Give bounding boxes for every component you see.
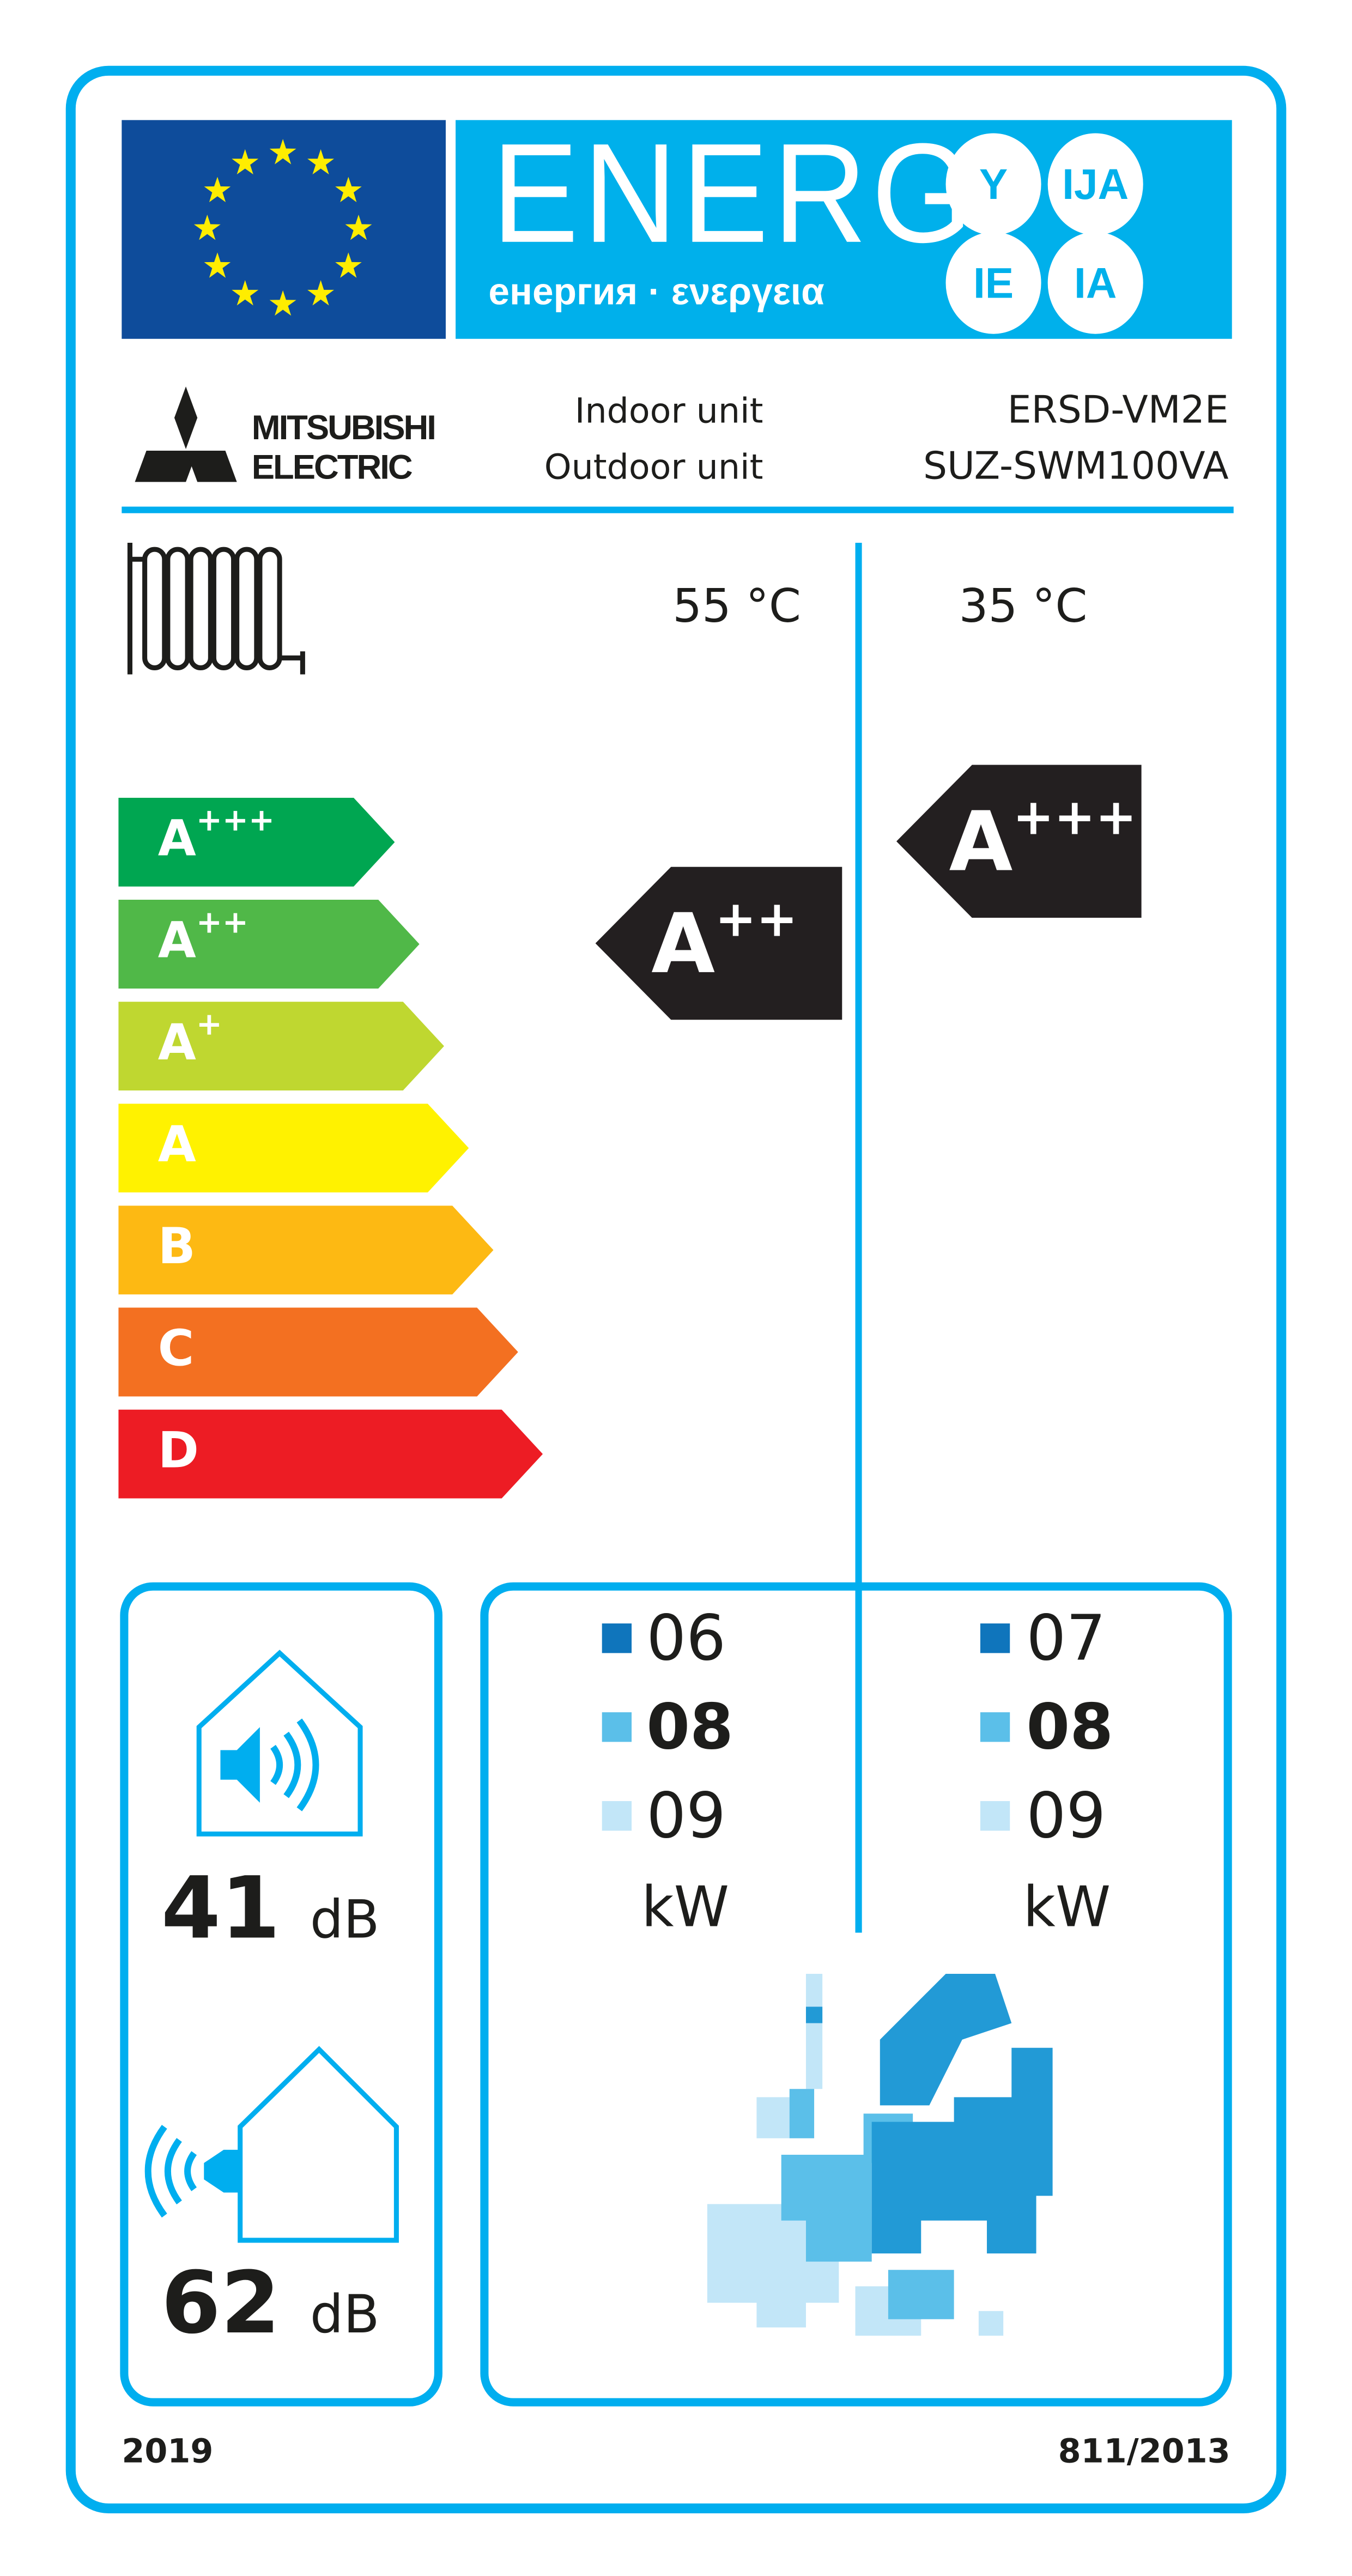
class-plus: +++ — [196, 802, 275, 839]
label-border — [65, 65, 1287, 2513]
zone-average-left-square — [602, 1712, 632, 1742]
suffix-ija: IJA — [1047, 133, 1143, 235]
output-unit-right: kW — [1023, 1875, 1111, 1941]
efficiency-class-3: A — [118, 1104, 469, 1193]
class-letter: A — [157, 811, 196, 869]
outdoor-db: 62 — [161, 2255, 281, 2354]
eu-star-icon — [307, 149, 335, 174]
outdoor-noise-value: 62 dB — [161, 2253, 380, 2365]
output-left-average: 08 — [646, 1690, 733, 1763]
energy-subtitle: енергия · ενεργεια — [488, 270, 824, 313]
eu-star-icon — [232, 280, 259, 306]
outdoor-db-unit: dB — [310, 2283, 380, 2346]
eu-flag — [122, 120, 446, 339]
regulation-number: 811/2013 — [1058, 2431, 1230, 2471]
eu-star-icon — [345, 214, 372, 240]
output-divider — [855, 1582, 862, 1933]
zone-warm-right-square — [980, 1801, 1010, 1831]
suffix-ia: IA — [1047, 232, 1143, 334]
indoor-noise-value: 41 dB — [161, 1859, 380, 1971]
class-letter: C — [157, 1320, 195, 1379]
zone-average-right-square — [980, 1712, 1010, 1742]
eu-star-icon — [335, 177, 362, 202]
brand-line-1: MITSUBISHI — [251, 409, 436, 447]
eu-star-icon — [269, 290, 296, 316]
output-box — [480, 1582, 1232, 2407]
brand-line-2: ELECTRIC — [251, 448, 413, 487]
eu-star-icon — [269, 139, 296, 165]
noise-box — [120, 1582, 442, 2407]
efficiency-class-4: B — [118, 1205, 494, 1295]
eu-star-icon — [204, 177, 231, 202]
zone-cold-right-square — [980, 1623, 1010, 1653]
suffix-ie: IE — [945, 232, 1041, 334]
energy-banner: ENERG енергия · ενεργεια Y IJA IE IA — [456, 115, 1232, 339]
divider — [122, 506, 1234, 513]
indoor-noise-house-icon — [196, 1650, 363, 1836]
class-letter: A — [157, 913, 196, 971]
rating-55-letter: A — [651, 896, 716, 992]
indoor-unit-label: Indoor unit — [574, 391, 763, 431]
suffix-y: Y — [945, 133, 1041, 235]
energy-title: ENERG — [492, 115, 978, 274]
efficiency-class-0: A+++ — [118, 797, 395, 887]
output-unit-left: kW — [641, 1875, 730, 1941]
class-letter: B — [157, 1219, 196, 1277]
eu-star-icon — [232, 149, 259, 174]
eu-star-icon — [193, 214, 221, 240]
radiator-icon — [127, 543, 305, 675]
efficiency-class-5: C — [118, 1307, 518, 1397]
output-right-warm: 09 — [1026, 1779, 1106, 1852]
class-plus: ++ — [196, 905, 248, 941]
rating-55-plus: ++ — [715, 891, 798, 949]
class-plus: + — [196, 1007, 222, 1043]
zone-cold-left-square — [602, 1623, 632, 1653]
eu-star-icon — [307, 280, 335, 306]
efficiency-class-6: D — [118, 1409, 543, 1499]
rating-35-letter: A — [949, 794, 1013, 890]
indoor-db-unit: dB — [310, 1888, 380, 1951]
label-year: 2019 — [122, 2431, 214, 2471]
outdoor-model: SUZ-SWM100VA — [923, 445, 1229, 489]
output-right-cold: 07 — [1026, 1602, 1106, 1675]
eu-star-icon — [204, 252, 231, 278]
output-right-average: 08 — [1026, 1690, 1114, 1763]
output-left-cold: 06 — [646, 1602, 726, 1675]
output-left-warm: 09 — [646, 1779, 726, 1852]
rating-35-plus: +++ — [1013, 789, 1137, 847]
rating-indicator-55: A++ — [595, 866, 842, 1020]
europe-climate-map-icon — [707, 1973, 1053, 2336]
class-letter: D — [157, 1422, 199, 1481]
eu-star-icon — [335, 252, 362, 278]
outdoor-unit-label: Outdoor unit — [544, 447, 763, 487]
class-letter: A — [157, 1117, 196, 1175]
efficiency-class-2: A+ — [118, 1002, 444, 1091]
brand-name: MITSUBISHI ELECTRIC — [251, 409, 436, 489]
rating-indicator-35: A+++ — [896, 765, 1142, 918]
indoor-db: 41 — [161, 1860, 281, 1959]
class-letter: A — [157, 1015, 196, 1072]
mitsubishi-logo-icon — [135, 386, 237, 482]
outdoor-noise-house-icon — [144, 2046, 399, 2243]
temp-35: 35 °C — [959, 579, 1088, 634]
zone-warm-left-square — [602, 1801, 632, 1831]
indoor-model: ERSD-VM2E — [1007, 390, 1229, 433]
efficiency-class-1: A++ — [118, 900, 420, 989]
temp-55: 55 °C — [672, 579, 801, 634]
